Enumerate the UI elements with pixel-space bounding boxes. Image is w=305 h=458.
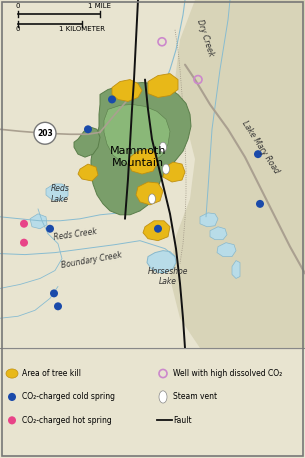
Circle shape [8, 393, 16, 401]
Polygon shape [147, 251, 176, 273]
Ellipse shape [149, 194, 156, 204]
Circle shape [50, 289, 58, 297]
Ellipse shape [6, 369, 18, 378]
Circle shape [84, 125, 92, 133]
Text: Area of tree kill: Area of tree kill [22, 369, 81, 378]
Text: 0: 0 [16, 3, 20, 9]
Text: Mammoth
Mountain: Mammoth Mountain [110, 147, 166, 168]
Text: CO₂-charged cold spring: CO₂-charged cold spring [22, 393, 115, 401]
Text: Dry Creek: Dry Creek [195, 18, 215, 57]
Circle shape [54, 302, 62, 310]
Text: Horseshoe
Lake: Horseshoe Lake [148, 267, 188, 286]
Polygon shape [232, 261, 240, 278]
Circle shape [8, 416, 16, 425]
Text: Boundary Creek: Boundary Creek [61, 251, 123, 270]
Text: Lake Mary Road: Lake Mary Road [240, 119, 280, 175]
Polygon shape [200, 213, 218, 227]
Text: 1 KILOMETER: 1 KILOMETER [59, 26, 105, 32]
Polygon shape [78, 164, 98, 181]
Ellipse shape [163, 164, 170, 174]
Circle shape [46, 225, 54, 233]
Text: CO₂-charged hot spring: CO₂-charged hot spring [22, 416, 112, 425]
Polygon shape [217, 243, 236, 256]
Circle shape [20, 239, 28, 247]
Circle shape [256, 200, 264, 208]
Polygon shape [30, 214, 47, 229]
Circle shape [108, 95, 116, 104]
Polygon shape [148, 74, 178, 98]
Polygon shape [136, 182, 163, 205]
Circle shape [34, 122, 56, 144]
Polygon shape [74, 127, 100, 157]
Polygon shape [91, 82, 191, 215]
Polygon shape [46, 184, 68, 201]
Circle shape [254, 150, 262, 158]
Text: Fault: Fault [173, 416, 192, 425]
Text: Reds Creek: Reds Creek [53, 227, 97, 242]
Text: 203: 203 [37, 129, 53, 138]
Polygon shape [128, 149, 158, 174]
Polygon shape [143, 221, 170, 240]
Circle shape [20, 220, 28, 228]
Polygon shape [104, 104, 170, 166]
Polygon shape [210, 227, 227, 240]
Text: Reds
Lake: Reds Lake [51, 184, 70, 204]
Ellipse shape [159, 391, 167, 403]
Text: Steam vent: Steam vent [173, 393, 217, 401]
Circle shape [154, 225, 162, 233]
Text: 1 MILE: 1 MILE [88, 3, 112, 9]
Text: 0: 0 [16, 26, 20, 32]
Polygon shape [163, 162, 185, 182]
Polygon shape [112, 80, 142, 101]
Text: Well with high dissolved CO₂: Well with high dissolved CO₂ [173, 369, 282, 378]
Polygon shape [170, 0, 305, 348]
Ellipse shape [160, 142, 167, 152]
